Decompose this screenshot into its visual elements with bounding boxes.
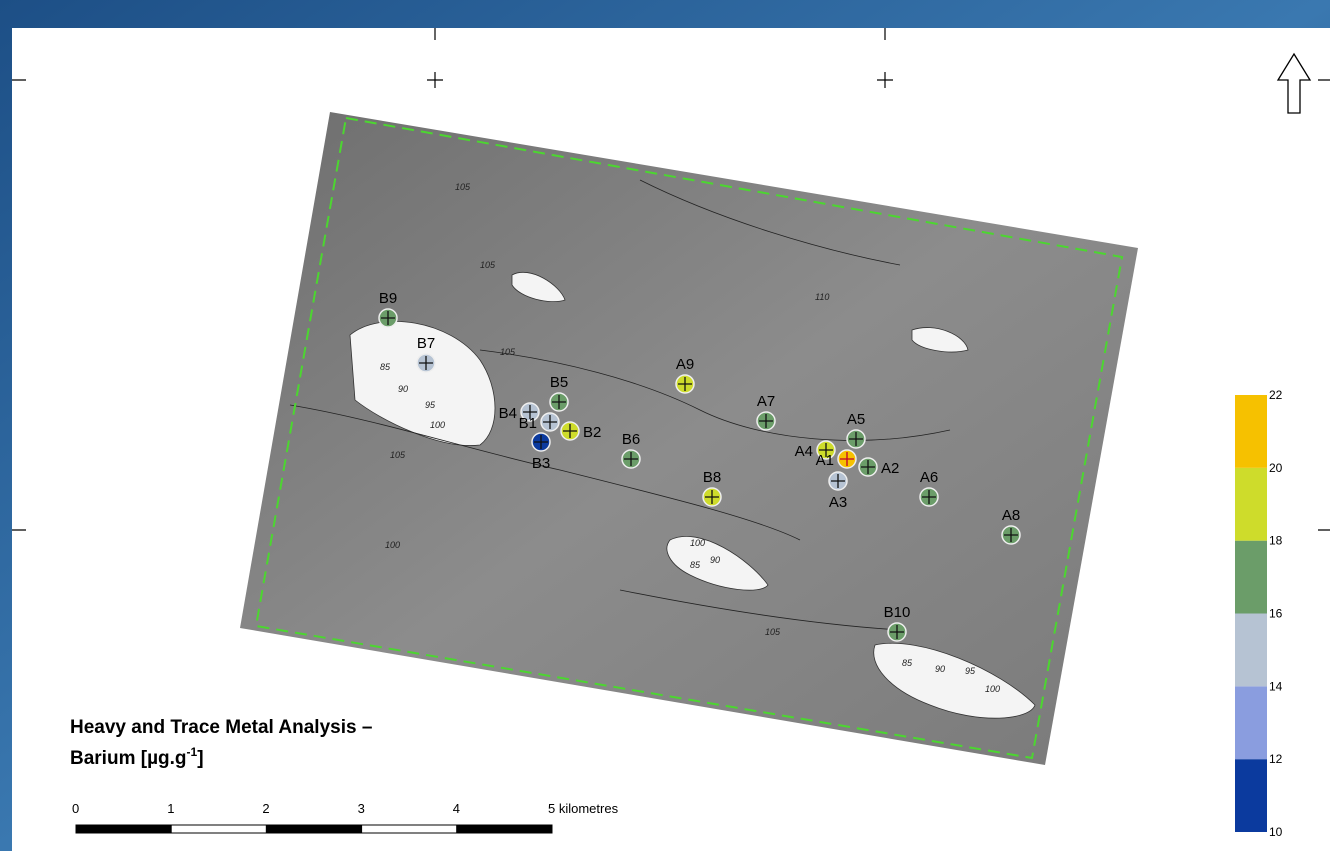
scale-segment: [266, 825, 361, 833]
scale-label: 0: [72, 801, 79, 816]
site-label: A9: [676, 356, 694, 373]
scale-label: 5 kilometres: [548, 801, 619, 816]
contour-label: 100: [430, 420, 445, 430]
legend-tick-label: 10: [1269, 825, 1283, 839]
site-label: A3: [829, 494, 847, 511]
contour-label: 110: [815, 292, 829, 302]
contour-label: 95: [425, 400, 436, 410]
contour-label: 105: [480, 260, 496, 270]
contour-label: 85: [902, 658, 913, 668]
legend-swatch: [1235, 759, 1267, 832]
legend-swatch: [1235, 614, 1267, 687]
map-view: B9B7B5B4B1B2B3B6A9A7A5A4A1A2A3A6B8A8B10 …: [0, 0, 1330, 851]
contour-label: 90: [710, 555, 720, 565]
scale-label: 1: [167, 801, 174, 816]
contour-label: 105: [455, 182, 471, 192]
site-label: B1: [519, 415, 537, 432]
site-label: A7: [757, 393, 775, 410]
contour-label: 100: [690, 538, 705, 548]
site-label: B2: [583, 424, 601, 441]
legend-swatch: [1235, 686, 1267, 759]
title-text: Barium [µg.g: [70, 748, 187, 769]
legend-tick-label: 22: [1269, 388, 1283, 402]
contour-label: 85: [380, 362, 391, 372]
title-superscript: -1: [187, 745, 198, 759]
contour-label: 95: [965, 666, 976, 676]
site-label: A2: [881, 460, 899, 477]
title-line: Barium [µg.g-1]: [70, 745, 204, 769]
scale-label: 2: [262, 801, 269, 816]
contour-label: 105: [500, 347, 516, 357]
scale-label: 4: [453, 801, 460, 816]
site-label: B3: [532, 455, 550, 472]
legend-tick-label: 18: [1269, 534, 1283, 548]
legend-tick-label: 14: [1269, 679, 1283, 693]
scale-segment: [76, 825, 171, 833]
title-line: Heavy and Trace Metal Analysis –: [70, 717, 372, 738]
site-label: A6: [920, 469, 938, 486]
legend-tick-label: 20: [1269, 461, 1283, 475]
legend-swatch: [1235, 395, 1267, 468]
contour-label: 105: [765, 627, 781, 637]
scale-segment: [457, 825, 552, 833]
scale-label: 3: [358, 801, 365, 816]
site-label: B9: [379, 290, 397, 307]
site-label: B10: [884, 604, 911, 621]
page: B9B7B5B4B1B2B3B6A9A7A5A4A1A2A3A6B8A8B10 …: [0, 0, 1330, 851]
site-label: A5: [847, 411, 865, 428]
site-label: A1: [816, 452, 834, 469]
site-label: B6: [622, 431, 640, 448]
scale-segment: [362, 825, 457, 833]
site-label: B7: [417, 335, 435, 352]
contour-label: 85: [690, 560, 701, 570]
contour-label: 100: [985, 684, 1000, 694]
site-label: A8: [1002, 507, 1020, 524]
contour-label: 100: [385, 540, 400, 550]
site-label: B8: [703, 469, 721, 486]
scale-segment: [171, 825, 266, 833]
legend-tick-label: 16: [1269, 607, 1283, 621]
contour-label: 90: [398, 384, 408, 394]
legend-swatch: [1235, 468, 1267, 541]
site-label: A4: [795, 443, 813, 460]
title-suffix: ]: [197, 748, 203, 769]
site-label: B5: [550, 374, 568, 391]
site-label: B4: [499, 405, 517, 422]
contour-label: 90: [935, 664, 945, 674]
legend-tick-label: 12: [1269, 752, 1283, 766]
legend-swatch: [1235, 541, 1267, 614]
contour-label: 105: [390, 450, 406, 460]
